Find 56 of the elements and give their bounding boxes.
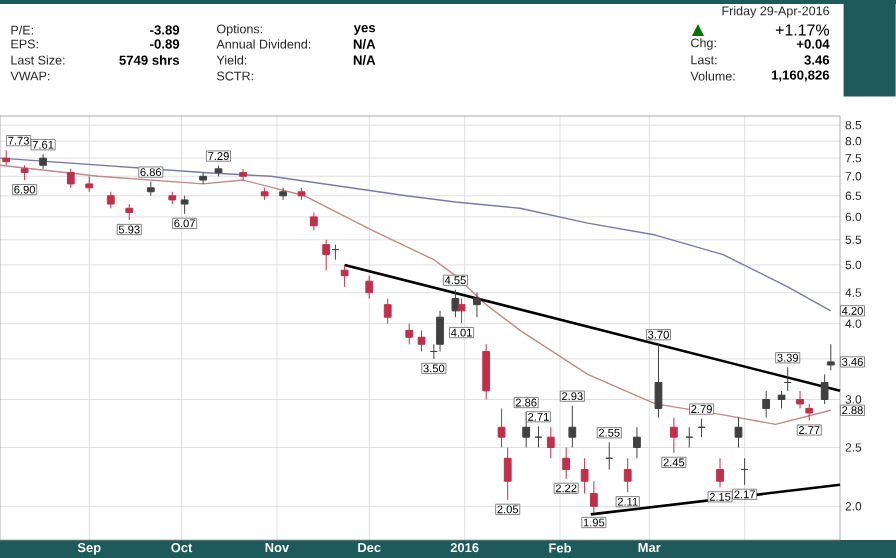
candlestick xyxy=(331,244,340,261)
candlestick xyxy=(20,164,29,181)
candlestick xyxy=(39,153,47,170)
candlestick xyxy=(451,289,460,318)
candlestick xyxy=(180,195,189,215)
candlestick xyxy=(669,417,678,454)
candlestick xyxy=(820,373,829,405)
candlestick xyxy=(497,407,506,449)
candlestick xyxy=(405,323,414,345)
candlestick xyxy=(740,457,749,486)
candlestick xyxy=(633,426,641,459)
candlestick xyxy=(365,275,374,300)
candlestick xyxy=(260,187,269,201)
candlestick xyxy=(2,149,11,166)
candlestick xyxy=(562,447,571,480)
candlestick xyxy=(309,212,318,231)
candlestick xyxy=(734,417,743,449)
candlestick xyxy=(168,191,177,205)
line-series xyxy=(0,157,832,312)
candlestick xyxy=(623,457,632,493)
candlestick xyxy=(546,426,555,459)
candlestick xyxy=(605,441,614,470)
candlestick xyxy=(85,175,94,193)
candlestick xyxy=(805,403,814,421)
candlestick xyxy=(568,405,577,449)
candlestick xyxy=(697,418,706,438)
candlestick xyxy=(777,390,786,409)
candlestick xyxy=(580,457,589,494)
candlestick xyxy=(796,390,804,409)
candlestick xyxy=(716,457,724,488)
candlestick xyxy=(383,298,392,325)
candlestick xyxy=(436,310,444,352)
candlestick xyxy=(654,343,663,419)
candlestick xyxy=(279,187,287,201)
candlestick xyxy=(297,187,306,201)
candlestick xyxy=(534,425,543,449)
candlestick xyxy=(482,343,491,400)
candlestick xyxy=(503,447,512,501)
candlestick xyxy=(239,168,247,181)
candlestick xyxy=(106,191,115,209)
candlestick xyxy=(589,480,598,514)
candlestick xyxy=(783,366,792,392)
candlestick xyxy=(473,292,481,318)
candlestick xyxy=(214,165,223,177)
candlestick xyxy=(146,181,155,197)
line-series xyxy=(0,164,832,426)
candlestick xyxy=(826,343,835,371)
candlestick xyxy=(457,298,466,324)
candlestick xyxy=(340,264,349,288)
candlestick xyxy=(322,239,331,271)
candlestick xyxy=(685,426,694,449)
candlestick xyxy=(125,203,134,221)
candlestick xyxy=(66,168,75,189)
candlestick xyxy=(762,390,771,419)
candlestick xyxy=(199,172,207,185)
candlestick xyxy=(417,329,426,352)
